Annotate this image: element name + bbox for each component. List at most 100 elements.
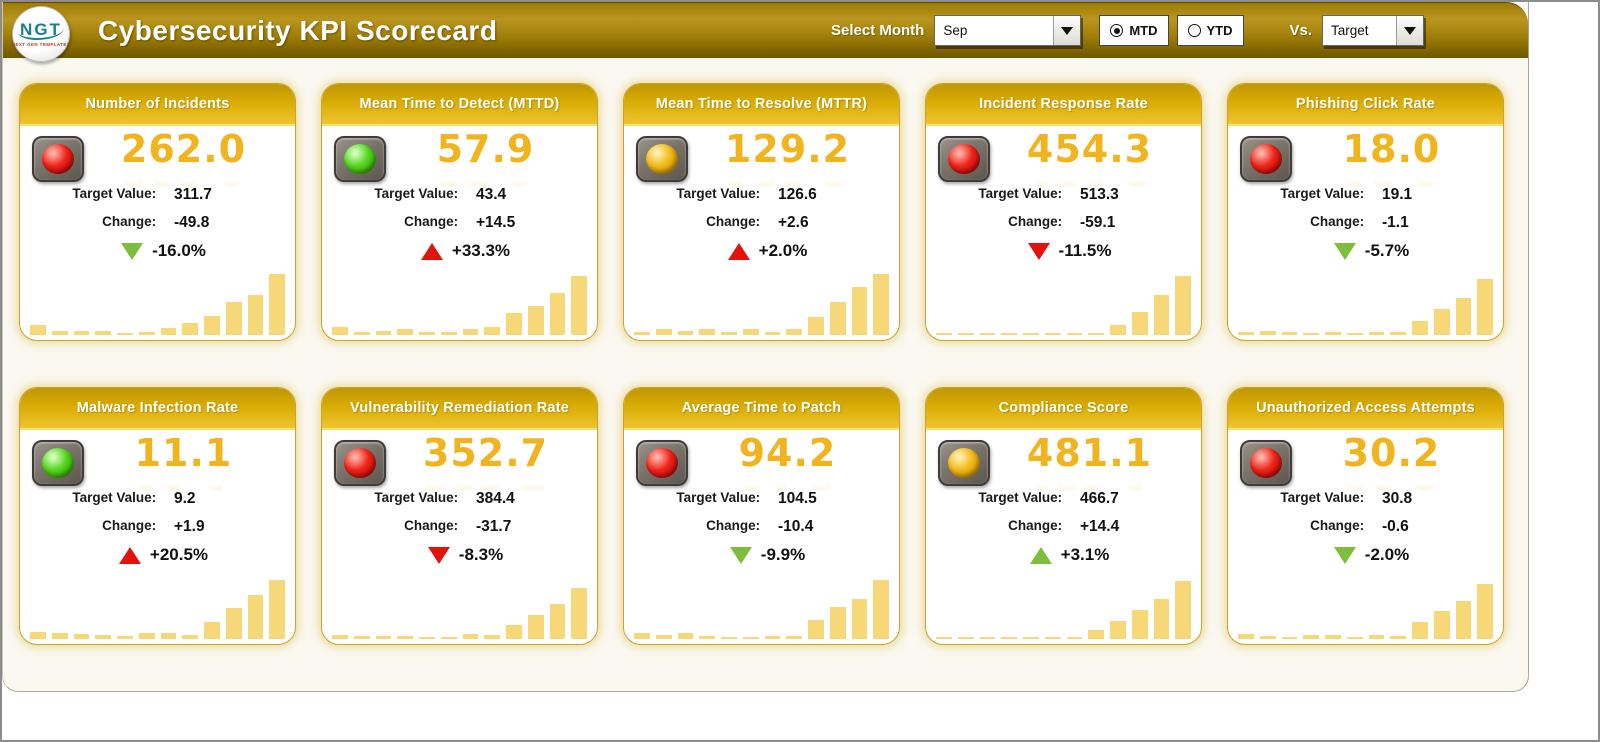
change-label: Change: (102, 214, 157, 229)
kpi-card-body: 129.2 129.2 Target Value: 126.6 Change: … (624, 126, 899, 340)
ytd-radio-label: YTD (1206, 23, 1233, 38)
percent-row: -9.9% (630, 542, 899, 568)
kpi-value: 57.9 (436, 127, 535, 171)
spark-bar (1455, 600, 1472, 639)
target-label: Target Value: (978, 186, 1063, 201)
spark-bar (1412, 622, 1428, 639)
spark-bar (1346, 637, 1363, 639)
kpi-card-title: Phishing Click Rate (1228, 84, 1503, 126)
change-row: Change: +14.5 (322, 214, 597, 234)
spark-bar (332, 327, 348, 335)
month-dropdown[interactable]: Sep (934, 15, 1082, 46)
kpi-card: Unauthorized Access Attempts 30.2 30.2 T… (1227, 387, 1504, 645)
change-value: -49.8 (174, 214, 210, 231)
target-row: Target Value: 19.1 (1228, 186, 1503, 206)
spark-bar (786, 636, 802, 639)
kpi-value: 129.2 (724, 127, 851, 171)
spark-bar (634, 332, 650, 335)
percent-row: -8.3% (328, 542, 597, 568)
status-light (1250, 448, 1282, 478)
mtd-radio[interactable]: MTD (1099, 15, 1169, 46)
percent-row: +3.1% (932, 542, 1201, 568)
ytd-radio[interactable]: YTD (1176, 15, 1244, 46)
target-row: Target Value: 126.6 (624, 186, 899, 206)
trend-bar-chart (1238, 271, 1493, 335)
spark-bar (957, 637, 974, 639)
spark-bar (51, 331, 68, 335)
month-dropdown-arrow-button[interactable] (1053, 16, 1081, 45)
spark-bar (160, 633, 177, 639)
status-light (1250, 144, 1282, 174)
kpi-value: 30.2 (1342, 431, 1441, 475)
kpi-card-body: 94.2 94.2 Target Value: 104.5 Change: -1… (624, 430, 899, 644)
percent-change: +20.5% (149, 545, 209, 564)
change-row: Change: +14.4 (926, 518, 1201, 538)
trend-arrow-icon (1333, 546, 1356, 564)
spark-bar (764, 635, 781, 639)
traffic-light-icon (938, 136, 990, 182)
vs-label: Vs. (1289, 22, 1313, 39)
target-row: Target Value: 43.4 (322, 186, 597, 206)
kpi-card-title: Mean Time to Detect (MTTD) (322, 84, 597, 126)
target-label: Target Value: (676, 186, 761, 201)
spark-bar (873, 274, 889, 335)
spark-bar (829, 607, 846, 639)
change-value: -10.4 (778, 518, 814, 535)
traffic-light-icon (32, 136, 84, 182)
spark-bar (1001, 637, 1017, 639)
spark-bar (957, 333, 974, 335)
percent-row: -11.5% (932, 238, 1201, 264)
vs-dropdown[interactable]: Target (1322, 15, 1425, 46)
spark-bar (30, 631, 46, 639)
target-label: Target Value: (72, 186, 157, 201)
ngt-logo-text: NGT (18, 19, 64, 41)
change-row: Change: -59.1 (926, 214, 1201, 234)
kpi-card: Mean Time to Detect (MTTD) 57.9 57.9 Tar… (321, 83, 598, 341)
spark-bar (353, 331, 370, 335)
change-value: -59.1 (1080, 214, 1116, 231)
chevron-down-icon (1061, 26, 1074, 35)
select-month-label: Select Month (831, 22, 925, 39)
spark-bar (269, 580, 285, 639)
kpi-card-title: Compliance Score (926, 388, 1201, 430)
target-value: 43.4 (476, 186, 507, 203)
spark-bar (1110, 324, 1126, 335)
target-label: Target Value: (978, 490, 1063, 505)
target-label: Target Value: (374, 490, 459, 505)
percent-change: -5.7% (1364, 241, 1410, 260)
spark-bar (1259, 331, 1276, 335)
kpi-card-title: Malware Infection Rate (20, 388, 295, 430)
kpi-value: 18.0 (1342, 127, 1441, 171)
trend-bar-chart (30, 271, 285, 335)
percent-row: +33.3% (328, 238, 597, 264)
change-row: Change: +2.6 (624, 214, 899, 234)
spark-bar (204, 316, 220, 335)
spark-bar (375, 330, 392, 335)
spark-bar (655, 329, 672, 335)
trend-bar-chart (332, 575, 587, 639)
vs-dropdown-arrow-button[interactable] (1396, 16, 1424, 45)
kpi-card-title: Number of Incidents (20, 84, 295, 126)
spark-bar (808, 619, 824, 639)
kpi-value: 352.7 (422, 431, 549, 475)
spark-bar (1390, 636, 1406, 639)
percent-change: -2.0% (1364, 545, 1410, 564)
kpi-card-title: Incident Response Rate (926, 84, 1201, 126)
spark-bar (353, 635, 370, 639)
kpi-card: Number of Incidents 262.0 262.0 Target V… (19, 83, 296, 341)
target-row: Target Value: 104.5 (624, 490, 899, 510)
trend-arrow-icon (727, 242, 750, 260)
kpi-card-title: Mean Time to Resolve (MTTR) (624, 84, 899, 126)
spark-bar (117, 636, 133, 639)
spark-bar (1346, 333, 1363, 335)
spark-bar (484, 326, 500, 335)
spark-bar (1303, 634, 1319, 639)
trend-arrow-icon (1029, 546, 1052, 564)
spark-bar (1175, 276, 1191, 335)
status-light (646, 448, 678, 478)
spark-bar (1023, 333, 1039, 335)
kpi-card: Incident Response Rate 454.3 454.3 Targe… (925, 83, 1202, 341)
change-value: -31.7 (476, 518, 512, 535)
change-row: Change: -49.8 (20, 214, 295, 234)
